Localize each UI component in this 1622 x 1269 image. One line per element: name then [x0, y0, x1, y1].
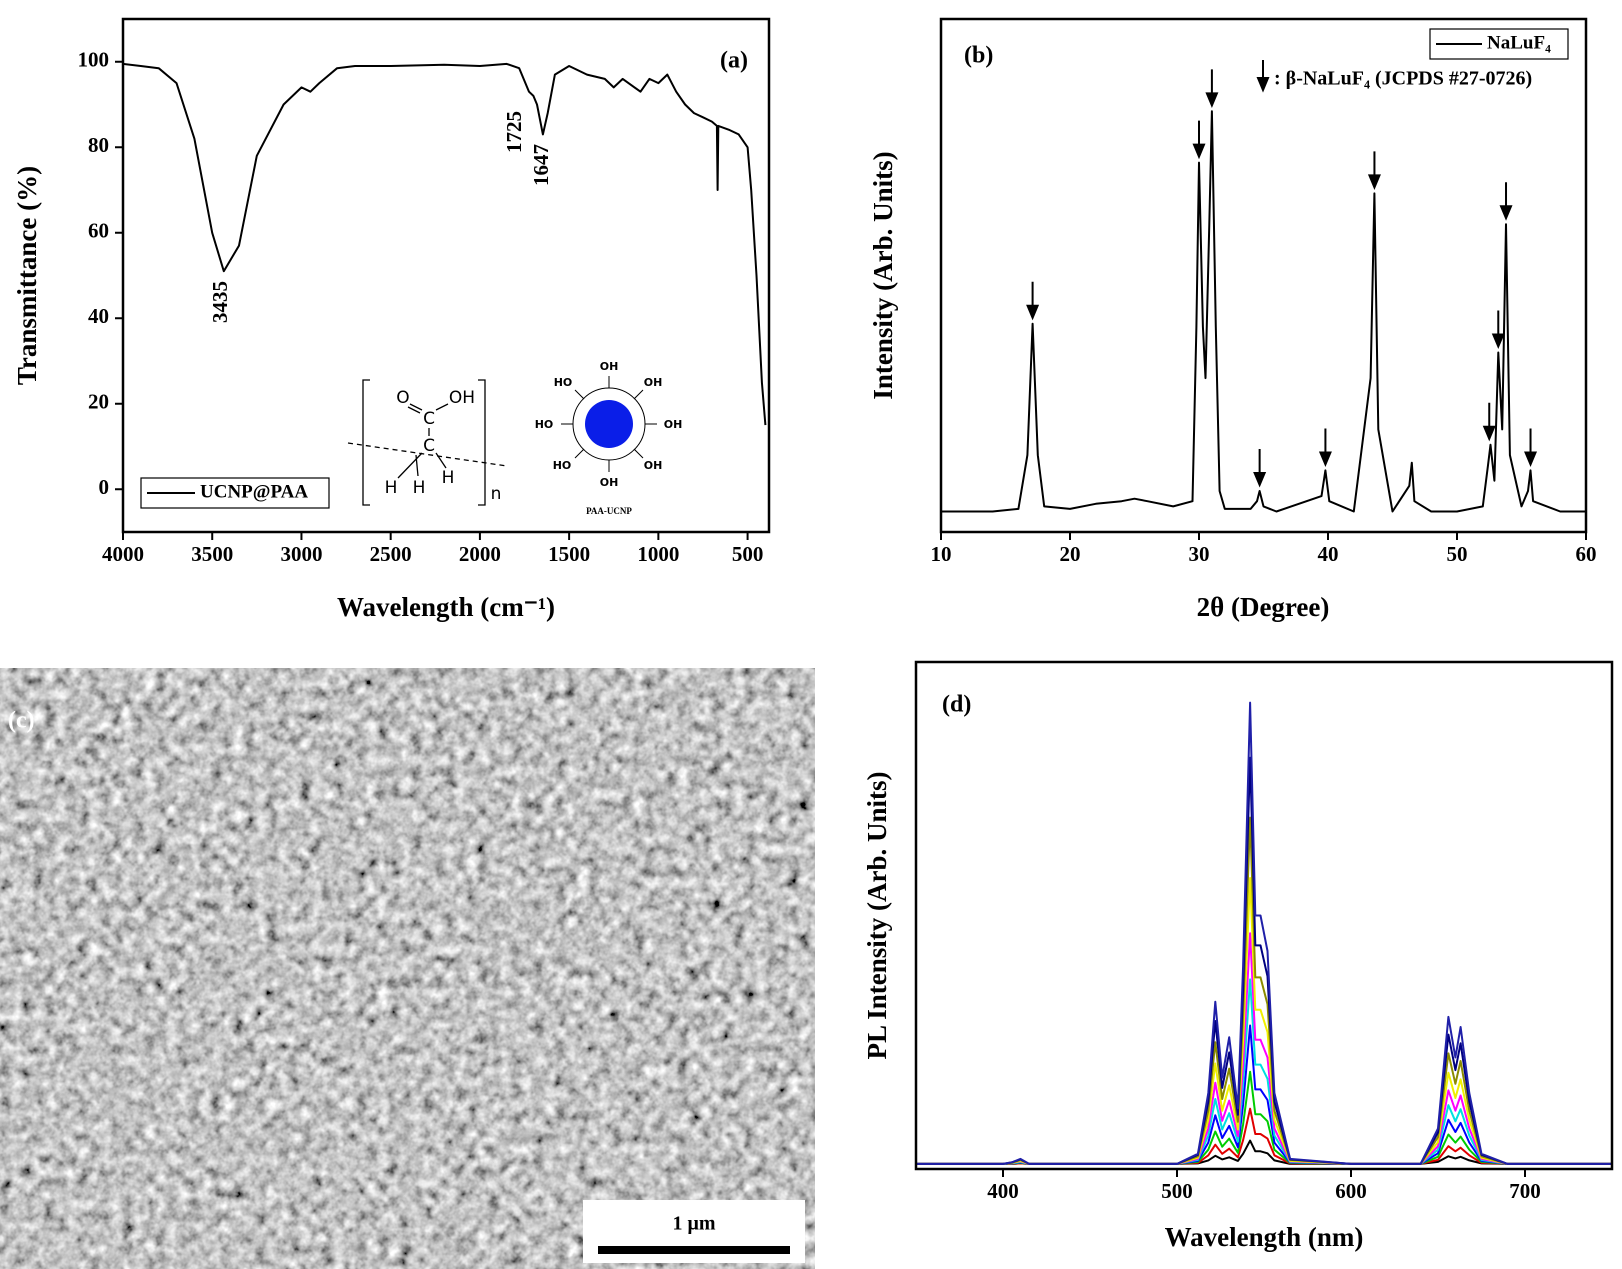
- spectrum-line: [122, 62, 767, 426]
- x-tick-label: 600: [1335, 1179, 1367, 1203]
- scale-bar: [598, 1246, 790, 1254]
- bond: [435, 403, 449, 411]
- ligand: OH: [644, 376, 663, 389]
- spectrum-line: [916, 877, 1612, 1165]
- particle-label: PAA-UCNP: [586, 506, 632, 516]
- spectrum-line: [916, 932, 1612, 1165]
- x-tick-label: 3500: [191, 542, 233, 566]
- particle: [561, 376, 657, 472]
- atom: H: [385, 478, 398, 498]
- y-tick-label: 40: [88, 304, 109, 328]
- atom: H: [442, 468, 455, 488]
- plot-frame: [121, 17, 771, 534]
- atom: H: [413, 478, 426, 498]
- peak-arrow: [1205, 69, 1219, 108]
- peak-arrow: [1499, 182, 1513, 221]
- x-tick-label: 30: [1189, 542, 1210, 566]
- x-tick-label: 50: [1447, 542, 1468, 566]
- ligand: HO: [553, 459, 572, 472]
- panel-label: (c): [8, 708, 35, 734]
- spokes: [561, 376, 657, 472]
- x-tick-label: 10: [931, 542, 952, 566]
- atom: O: [396, 388, 409, 408]
- bond: [397, 452, 423, 479]
- x-axis-label: 2θ (Degree): [1197, 592, 1330, 622]
- panel-label: (d): [942, 692, 971, 718]
- peak-arrow: [1367, 151, 1381, 191]
- peak-arrow: [1026, 281, 1040, 321]
- particle-core: [585, 400, 633, 448]
- sem-image: [0, 668, 815, 1269]
- spectrum-line: [916, 701, 1612, 1165]
- bond: [435, 452, 447, 469]
- spectrum-line: [916, 816, 1612, 1165]
- spectrum-line: [916, 756, 1612, 1165]
- bracket: [362, 379, 486, 506]
- panel-label: (a): [720, 48, 748, 74]
- x-tick-label: 500: [1161, 1179, 1193, 1203]
- y-tick-label: 0: [99, 475, 110, 499]
- x-axis-label: Wavelength (cm⁻¹): [337, 592, 555, 622]
- marker-legend-arrow: [1256, 60, 1270, 93]
- bond: [415, 454, 419, 477]
- x-tick-label: 400: [987, 1179, 1019, 1203]
- peak-arrow: [1318, 428, 1332, 468]
- x-tick-label: 40: [1318, 542, 1339, 566]
- x-tick-label: 2500: [370, 542, 412, 566]
- x-tick-label: 700: [1509, 1179, 1541, 1203]
- x-tick-label: 500: [732, 542, 764, 566]
- peak-arrow: [1482, 402, 1496, 442]
- x-tick-label: 2000: [459, 542, 501, 566]
- panel-label: (b): [964, 43, 993, 69]
- ligand: OH: [600, 476, 619, 489]
- y-axis-label: Intensity (Arb. Units): [868, 151, 898, 399]
- x-tick-label: 1000: [637, 542, 679, 566]
- x-axis-label: Wavelength (nm): [1165, 1222, 1364, 1252]
- y-tick-label: 80: [88, 133, 109, 157]
- peak-arrow: [1524, 428, 1538, 468]
- legend-label: UCNP@PAA: [200, 481, 308, 502]
- y-axis-label: PL Intensity (Arb. Units): [862, 771, 892, 1059]
- plot-frame: [914, 660, 1614, 1171]
- bond: [407, 406, 421, 414]
- ligand: HO: [554, 376, 573, 389]
- x-tick-label: 60: [1576, 542, 1597, 566]
- x-tick-label: 3000: [280, 542, 322, 566]
- legend-label: NaLuF₄: [1487, 32, 1551, 53]
- paa-structure: [347, 379, 508, 506]
- bond: [409, 403, 423, 411]
- marker-legend-label: : β-NaLuF₄ (JCPDS #27-0726): [1274, 68, 1532, 90]
- x-tick-label: 20: [1060, 542, 1081, 566]
- scale-bar-label: 1 μm: [673, 1213, 716, 1235]
- repeat-index: n: [491, 484, 502, 504]
- y-tick-label: 100: [78, 48, 110, 72]
- peak-label: 1647: [529, 144, 553, 186]
- y-axis-label: Transmittance (%): [12, 166, 42, 385]
- peak-arrow: [1491, 310, 1505, 350]
- peak-label: 3435: [208, 281, 232, 323]
- atom: C: [423, 436, 435, 456]
- plot-frame: [939, 17, 1588, 534]
- legend-box: [140, 477, 330, 509]
- x-tick-label: 4000: [102, 542, 144, 566]
- peak-label: 1725: [502, 111, 526, 153]
- ligand: OH: [664, 418, 683, 431]
- atom: OH: [449, 388, 475, 408]
- sem-panel: (c) 1 μm: [0, 668, 815, 1269]
- ligand: HO: [535, 418, 554, 431]
- peak-arrow: [1253, 448, 1267, 488]
- peak-arrow: [1192, 120, 1206, 160]
- ligand: OH: [644, 459, 663, 472]
- spectrum-line: [916, 1070, 1612, 1165]
- x-tick-label: 1500: [548, 542, 590, 566]
- y-tick-label: 60: [88, 219, 109, 243]
- spectrum-line: [941, 110, 1586, 513]
- atom: C: [423, 409, 435, 429]
- ligand: OH: [600, 360, 619, 373]
- y-tick-label: 20: [88, 390, 109, 414]
